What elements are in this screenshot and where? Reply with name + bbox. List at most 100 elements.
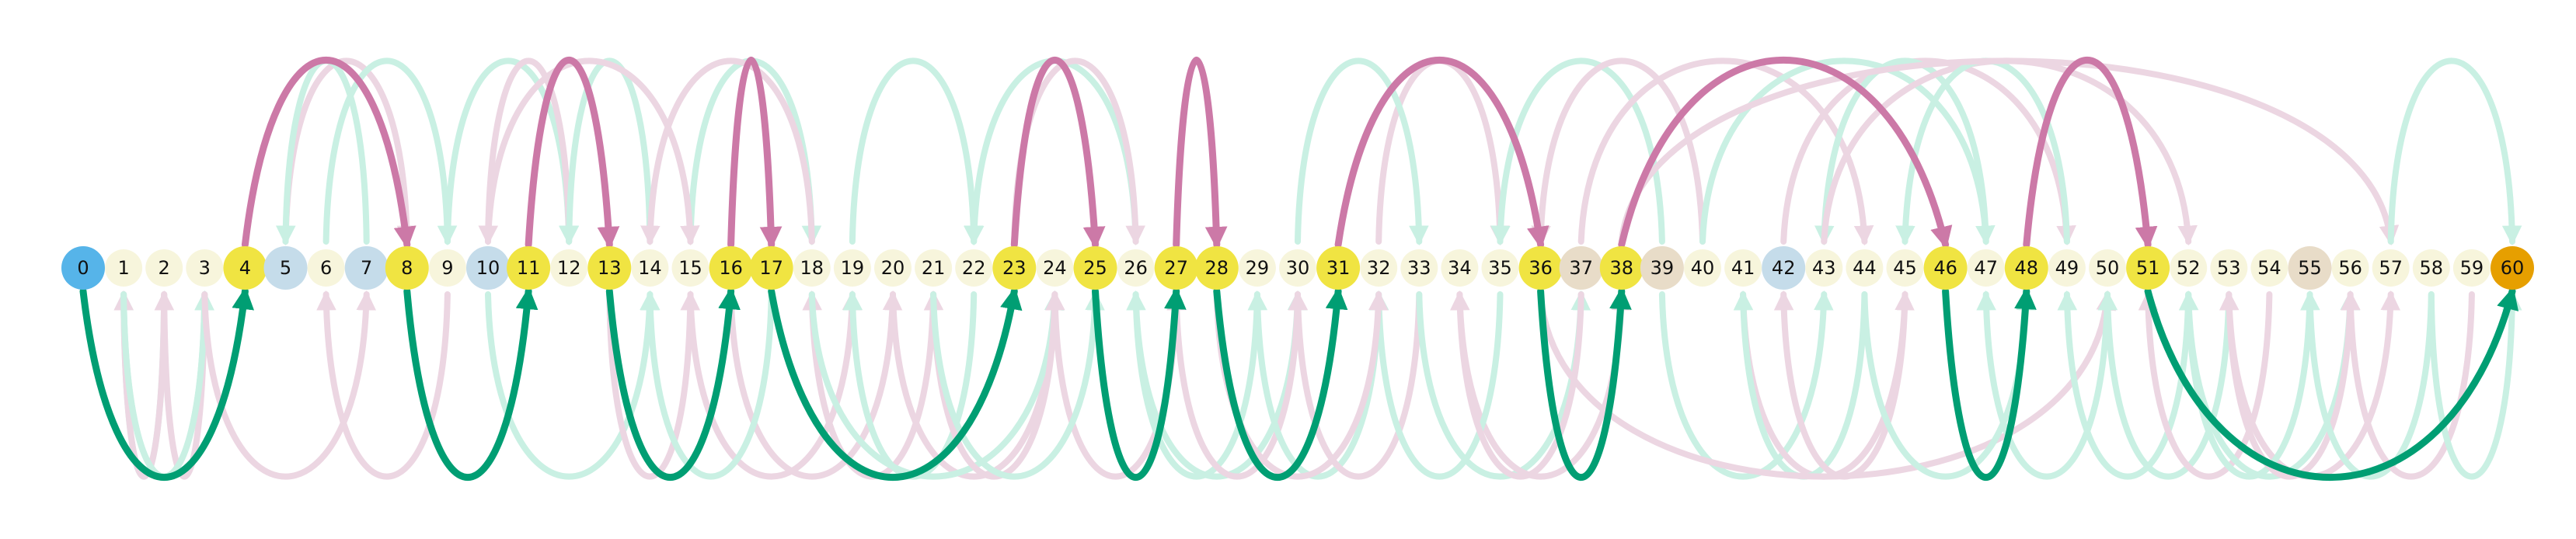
faint-edge <box>478 57 573 246</box>
node-label: 35 <box>1488 257 1512 279</box>
node-circle <box>1194 246 1239 290</box>
node-label: 3 <box>199 257 211 279</box>
node-circle <box>1846 249 1884 287</box>
faint-edge <box>1773 290 1908 480</box>
node-17: 17 <box>749 246 793 290</box>
node-circle <box>1036 249 1074 287</box>
node-8: 8 <box>385 246 429 290</box>
node-label: 25 <box>1083 257 1107 279</box>
node-22: 22 <box>955 249 993 287</box>
path-edge-36-38 <box>1537 287 1632 481</box>
node-7: 7 <box>344 246 389 290</box>
node-circle <box>1117 249 1155 287</box>
node-circle <box>1684 249 1721 287</box>
node-label: 14 <box>638 257 662 279</box>
node-circle <box>550 249 588 287</box>
node-4: 4 <box>223 246 267 290</box>
node-10: 10 <box>466 246 510 290</box>
node-32: 32 <box>1360 249 1398 287</box>
node-circle <box>1640 246 1684 290</box>
node-label: 41 <box>1731 257 1755 279</box>
node-label: 54 <box>2257 257 2281 279</box>
node-circle <box>833 249 871 287</box>
faint-edge <box>1295 57 1429 246</box>
node-label: 46 <box>1933 257 1957 279</box>
node-circle <box>671 249 709 287</box>
node-label: 44 <box>1853 257 1877 279</box>
node-circle <box>2089 249 2126 287</box>
node-6: 6 <box>307 249 345 287</box>
node-circle <box>344 246 389 290</box>
node-label: 21 <box>922 257 946 279</box>
node-label: 32 <box>1367 257 1391 279</box>
path-edge-23-25 <box>1010 57 1106 249</box>
node-24: 24 <box>1036 249 1074 287</box>
node-55: 55 <box>2288 246 2332 290</box>
faint-edge <box>606 290 701 480</box>
faint-edge <box>322 57 458 246</box>
path-edge-46-48 <box>1942 287 2037 481</box>
node-circle <box>1279 249 1316 287</box>
node-circle <box>1886 249 1924 287</box>
faint-edge <box>727 290 903 480</box>
node-label: 36 <box>1529 257 1553 279</box>
node-label: 47 <box>1974 257 1998 279</box>
node-circle <box>1762 246 1806 290</box>
node-circle <box>105 249 143 287</box>
node-label: 20 <box>881 257 905 279</box>
faint-edge <box>1288 290 1423 480</box>
faint-edges-layer <box>113 57 2522 480</box>
node-label: 2 <box>159 257 170 279</box>
node-circle <box>992 246 1037 290</box>
faint-edge <box>849 57 984 246</box>
node-circle <box>2210 249 2248 287</box>
node-label: 17 <box>759 257 783 279</box>
node-label: 42 <box>1772 257 1796 279</box>
node-35: 35 <box>1481 249 1519 287</box>
node-circle <box>2331 249 2369 287</box>
node-60: 60 <box>2491 246 2534 290</box>
node-label: 55 <box>2298 257 2322 279</box>
node-52: 52 <box>2170 249 2208 287</box>
node-label: 8 <box>401 257 413 279</box>
node-58: 58 <box>2412 249 2450 287</box>
node-circle <box>1073 246 1117 290</box>
node-label: 40 <box>1691 257 1715 279</box>
node-circle <box>793 249 831 287</box>
node-54: 54 <box>2250 249 2288 287</box>
node-circle <box>186 249 224 287</box>
faint-edge <box>2341 290 2475 480</box>
faint-edge <box>1368 290 1504 480</box>
node-20: 20 <box>874 249 912 287</box>
node-label: 1 <box>117 257 129 279</box>
node-label: 45 <box>1893 257 1917 279</box>
node-13: 13 <box>587 246 632 290</box>
faint-edge <box>964 57 1139 246</box>
node-label: 0 <box>77 257 89 279</box>
faint-edge <box>201 290 377 480</box>
node-12: 12 <box>550 249 588 287</box>
node-40: 40 <box>1684 249 1721 287</box>
node-19: 19 <box>833 249 871 287</box>
node-label: 24 <box>1043 257 1067 279</box>
faint-edge <box>1699 57 1996 246</box>
node-label: 51 <box>2136 257 2160 279</box>
node-label: 10 <box>476 257 500 279</box>
faint-edge <box>1618 57 2400 246</box>
node-circle <box>385 246 429 290</box>
node-circle <box>223 246 267 290</box>
node-label: 31 <box>1326 257 1351 279</box>
node-31: 31 <box>1316 246 1361 290</box>
node-29: 29 <box>1238 249 1276 287</box>
faint-edge <box>1375 57 1510 246</box>
node-37: 37 <box>1559 246 1603 290</box>
faint-edge <box>485 290 660 480</box>
faint-edge <box>687 57 822 246</box>
node-label: 48 <box>2015 257 2039 279</box>
path-edge-11-13 <box>525 57 620 249</box>
node-label: 18 <box>800 257 824 279</box>
path-edge-31-36 <box>1334 57 1549 249</box>
path-edge-51-60 <box>2144 287 2519 482</box>
node-circle <box>1805 249 1843 287</box>
